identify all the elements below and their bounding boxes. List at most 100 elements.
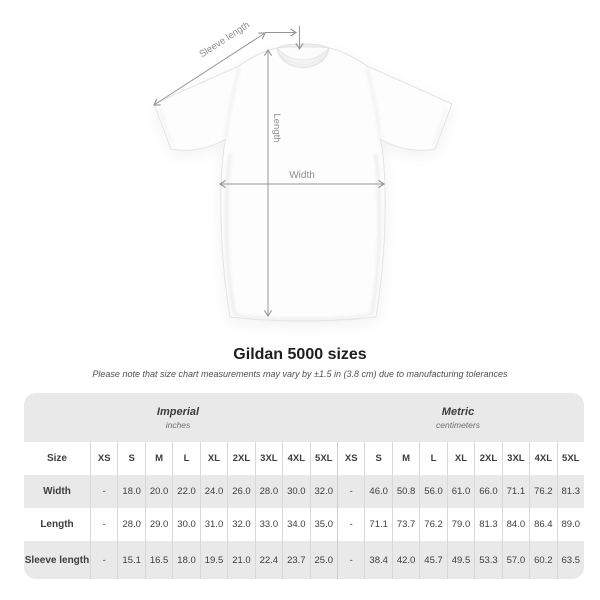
value-cell: 25.0 (309, 541, 337, 579)
tshirt-graphic (153, 43, 453, 322)
value-cell: 50.8 (391, 475, 419, 508)
value-cell: 46.0 (364, 475, 391, 508)
value-cell: 76.2 (419, 508, 446, 541)
value-cell: 18.0 (117, 475, 144, 508)
value-cell: 53.3 (474, 541, 501, 579)
value-cell: 45.7 (419, 541, 446, 579)
sleeve-dimension-line (153, 32, 266, 106)
dimension-lines (153, 26, 386, 318)
value-cell: 30.0 (282, 475, 309, 508)
value-cell: 23.7 (282, 541, 309, 579)
value-cell: 26.0 (227, 475, 254, 508)
size-header-cell: S (117, 442, 144, 475)
value-cell: 73.7 (391, 508, 419, 541)
row-label: Width (43, 486, 71, 497)
metric-unit-label: centimeters (436, 419, 480, 430)
value-cell: - (90, 475, 117, 508)
value-cell: 66.0 (474, 475, 501, 508)
value-cell: 18.0 (172, 541, 199, 579)
value-cell: 28.0 (254, 475, 282, 508)
tshirt-measurement-diagram: Width Length Sleeve length (153, 20, 453, 322)
value-cell: 79.0 (446, 508, 474, 541)
size-header-cell: 3XL (254, 442, 282, 475)
row-label: Sleeve length (24, 554, 90, 566)
value-cell: 61.0 (446, 475, 474, 508)
value-cell: 31.0 (199, 508, 227, 541)
table-row: Sleeve length -15.1 16.5 18.0 19.5 21.0 22.4 23… (24, 541, 584, 579)
tshirt-diagram-svg: Width Length Sleeve length (153, 20, 453, 322)
value-cell: 30.0 (172, 508, 199, 541)
size-header-cell: 2XL (227, 442, 254, 475)
size-header-cell: S (364, 442, 391, 475)
size-header-cell: XL (199, 442, 227, 475)
value-cell: 33.0 (254, 508, 282, 541)
imperial-unit-label: inches (165, 419, 191, 430)
value-cell: 49.5 (446, 541, 474, 579)
value-cell: - (90, 541, 117, 579)
size-header-cell: L (419, 442, 446, 475)
metric-label: Metric (441, 405, 475, 418)
length-label: Length (271, 113, 282, 142)
imperial-label: Imperial (156, 405, 200, 418)
size-header-cell: 5XL (556, 442, 584, 475)
size-header-cell: M (144, 442, 172, 475)
row-label: Length (40, 519, 74, 530)
value-cell: 22.0 (172, 475, 199, 508)
size-corner-header: Size (46, 453, 67, 464)
value-cell: 76.2 (529, 475, 556, 508)
tshirt-collar-back (276, 43, 330, 49)
value-cell: 84.0 (501, 508, 529, 541)
width-label: Width (289, 170, 315, 181)
size-header-cell: 5XL (309, 442, 337, 475)
value-cell: 20.0 (144, 475, 172, 508)
size-header-cell: 2XL (474, 442, 501, 475)
value-cell: 29.0 (144, 508, 172, 541)
value-cell: 35.0 (309, 508, 337, 541)
value-cell: 34.0 (282, 508, 309, 541)
value-cell: 38.4 (364, 541, 391, 579)
value-cell: 86.4 (529, 508, 556, 541)
size-header-cell: 4XL (282, 442, 309, 475)
value-cell: 60.2 (529, 541, 556, 579)
value-cell: - (337, 508, 364, 541)
value-cell: 57.0 (501, 541, 529, 579)
metric-section-header: Metric centimeters (332, 393, 584, 442)
unit-header-band: Imperial inches Metric centimeters (24, 393, 584, 442)
value-cell: 19.5 (199, 541, 227, 579)
size-header-cell: XS (337, 442, 364, 475)
size-header-cell: M (391, 442, 419, 475)
value-cell: 16.5 (144, 541, 172, 579)
size-header-cell: 4XL (529, 442, 556, 475)
value-cell: 89.0 (556, 508, 584, 541)
table-row: Length -28.0 29.0 30.0 31.0 32.0 33.0 34.0 35.0-… (24, 508, 584, 541)
value-cell: - (337, 475, 364, 508)
value-cell: 22.4 (254, 541, 282, 579)
value-cell: - (337, 541, 364, 579)
table-rows: Width -18.0 20.0 22.0 24.0 26.0 28.0 30.0 32.0-4… (24, 475, 584, 579)
value-cell: 28.0 (117, 508, 144, 541)
value-cell: 21.0 (227, 541, 254, 579)
value-cell: 32.0 (309, 475, 337, 508)
value-cell: 63.5 (556, 541, 584, 579)
imperial-section-header: Imperial inches (24, 393, 332, 442)
value-cell: 24.0 (199, 475, 227, 508)
value-cell: - (90, 508, 117, 541)
size-chart-table: Imperial inches Metric centimeters Size X… (24, 393, 584, 579)
table-row: Width -18.0 20.0 22.0 24.0 26.0 28.0 30.0 32.0-4… (24, 475, 584, 508)
size-header-cell: XS (90, 442, 117, 475)
tolerance-note: Please note that size chart measurements… (92, 369, 508, 379)
value-cell: 81.3 (556, 475, 584, 508)
size-header-cell: XL (446, 442, 474, 475)
size-header-cell: 3XL (501, 442, 529, 475)
size-header-cell: L (172, 442, 199, 475)
title-block: Gildan 5000 sizes Please note that size … (0, 346, 600, 379)
page-title: Gildan 5000 sizes (233, 346, 367, 363)
value-cell: 42.0 (391, 541, 419, 579)
value-cell: 71.1 (364, 508, 391, 541)
value-cell: 56.0 (419, 475, 446, 508)
size-header-row: Size XS S M L XL 2XL 3XL 4XL 5XL XS S M L XL 2XL 3XL 4XL 5… (24, 442, 584, 475)
value-cell: 32.0 (227, 508, 254, 541)
sleeve-length-label: Sleeve length (197, 20, 251, 61)
value-cell: 15.1 (117, 541, 144, 579)
value-cell: 81.3 (474, 508, 501, 541)
